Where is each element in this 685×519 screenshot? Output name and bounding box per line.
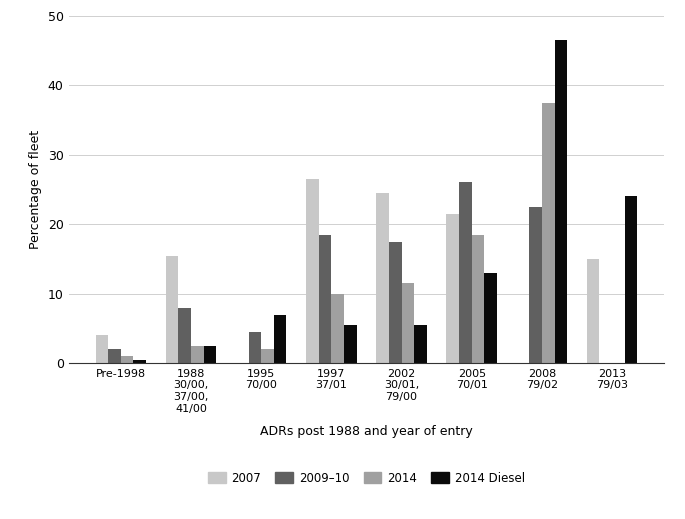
Bar bbox=[96, 335, 108, 363]
Bar bbox=[401, 283, 414, 363]
Bar bbox=[555, 40, 567, 363]
Bar bbox=[376, 193, 389, 363]
Bar bbox=[484, 273, 497, 363]
X-axis label: ADRs post 1988 and year of entry: ADRs post 1988 and year of entry bbox=[260, 425, 473, 438]
Bar bbox=[587, 259, 599, 363]
Bar bbox=[249, 332, 261, 363]
Bar bbox=[389, 242, 401, 363]
Bar bbox=[261, 349, 274, 363]
Bar bbox=[332, 294, 344, 363]
Bar bbox=[178, 308, 191, 363]
Bar bbox=[319, 235, 332, 363]
Bar bbox=[625, 196, 637, 363]
Bar bbox=[203, 346, 216, 363]
Bar bbox=[274, 315, 286, 363]
Bar bbox=[134, 360, 146, 363]
Bar bbox=[472, 235, 484, 363]
Bar bbox=[414, 325, 427, 363]
Bar bbox=[166, 255, 178, 363]
Bar bbox=[191, 346, 203, 363]
Bar bbox=[459, 183, 472, 363]
Bar bbox=[542, 102, 555, 363]
Bar bbox=[121, 357, 134, 363]
Bar bbox=[306, 179, 319, 363]
Bar bbox=[447, 214, 459, 363]
Bar bbox=[108, 349, 121, 363]
Y-axis label: Percentage of fleet: Percentage of fleet bbox=[29, 130, 42, 249]
Bar bbox=[530, 207, 542, 363]
Bar bbox=[344, 325, 357, 363]
Legend: 2007, 2009–10, 2014, 2014 Diesel: 2007, 2009–10, 2014, 2014 Diesel bbox=[203, 467, 530, 489]
